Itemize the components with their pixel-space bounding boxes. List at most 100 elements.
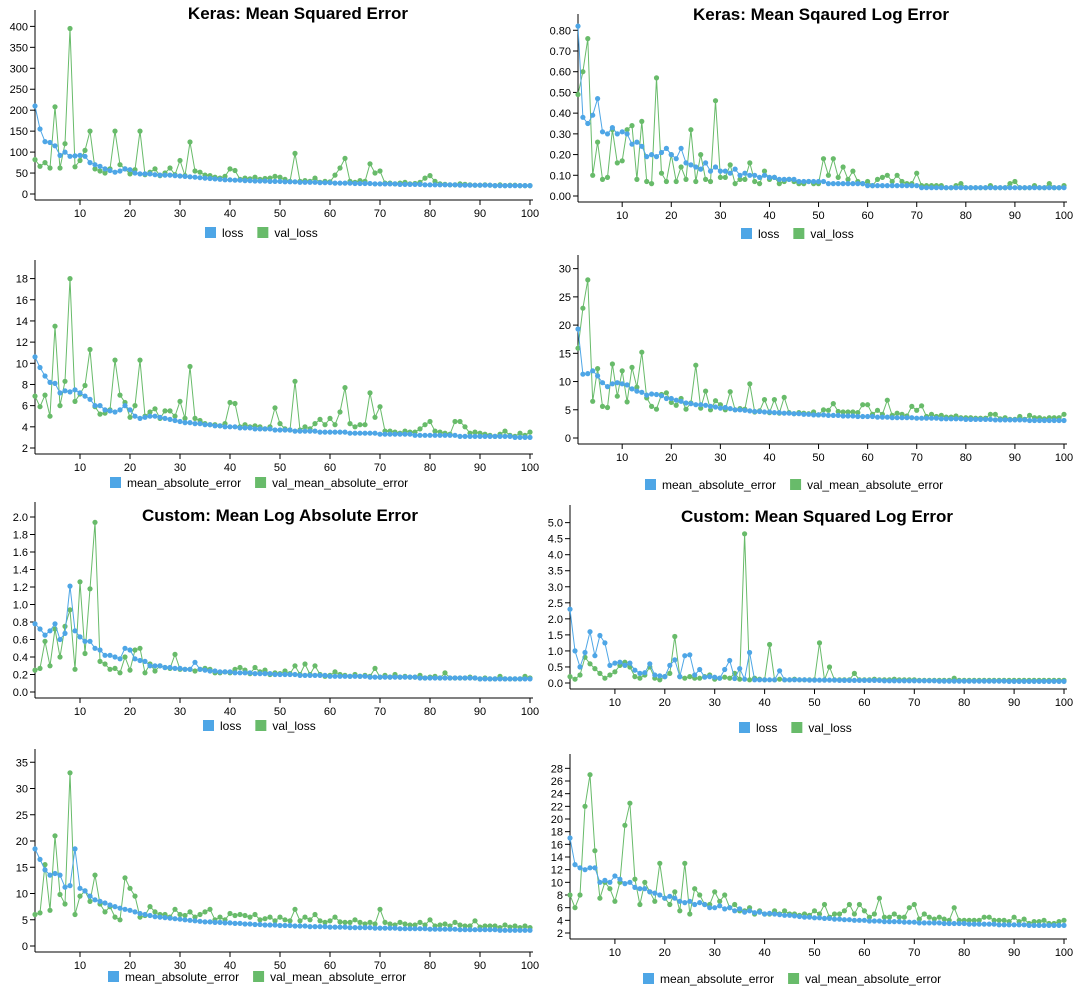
data-point-mean_absolute_error	[437, 926, 443, 932]
data-point-val_mean_absolute_error	[1056, 919, 1062, 925]
data-point-mean_absolute_error	[590, 368, 596, 374]
data-point-mean_absolute_error	[517, 927, 523, 933]
data-point-loss	[377, 181, 383, 187]
data-point-loss	[67, 583, 73, 589]
data-point-mean_absolute_error	[102, 407, 108, 413]
data-point-loss	[142, 658, 148, 665]
data-point-loss	[427, 182, 433, 188]
data-point-val_mean_absolute_error	[467, 923, 473, 929]
data-point-val_loss	[629, 123, 635, 129]
data-point-mean_absolute_error	[906, 919, 912, 925]
data-point-loss	[252, 178, 258, 184]
data-point-val_mean_absolute_error	[931, 916, 937, 922]
data-point-mean_absolute_error	[282, 922, 288, 929]
data-point-val_mean_absolute_error	[437, 922, 443, 928]
x-tick-label: 30	[174, 706, 186, 718]
data-point-loss	[599, 129, 606, 135]
data-point-loss	[442, 675, 448, 681]
x-tick-label: 40	[224, 960, 236, 972]
data-point-mean_absolute_error	[297, 428, 303, 434]
data-point-mean_absolute_error	[362, 925, 368, 931]
data-point-val_mean_absolute_error	[987, 411, 994, 417]
data-point-val_mean_absolute_error	[653, 406, 660, 412]
legend-swatch	[643, 973, 654, 984]
legend-label: val_mean_absolute_error	[272, 476, 408, 490]
data-point-val_mean_absolute_error	[667, 901, 673, 908]
data-point-loss	[432, 182, 438, 188]
data-point-loss	[1011, 678, 1017, 685]
data-point-mean_absolute_error	[392, 925, 398, 931]
data-point-mean_absolute_error	[727, 406, 733, 412]
data-point-loss	[417, 181, 423, 187]
data-point-mean_absolute_error	[831, 916, 838, 922]
data-point-mean_absolute_error	[52, 380, 58, 386]
x-tick-label: 60	[862, 210, 874, 222]
data-point-val_mean_absolute_error	[820, 407, 827, 413]
data-point-mean_absolute_error	[412, 926, 418, 932]
x-tick-label: 10	[74, 462, 86, 474]
y-tick-label: 1.0	[13, 600, 28, 612]
data-point-val_mean_absolute_error	[42, 392, 48, 398]
data-point-val_loss	[67, 25, 73, 32]
data-point-mean_absolute_error	[879, 414, 886, 420]
data-point-mean_absolute_error	[943, 416, 949, 422]
x-tick-label: 100	[1055, 697, 1073, 709]
data-point-val_mean_absolute_error	[37, 910, 43, 916]
data-point-loss	[682, 653, 688, 659]
data-point-loss	[976, 678, 982, 684]
x-tick-label: 100	[1055, 947, 1073, 959]
y-tick-label: 250	[10, 84, 28, 96]
data-point-mean_absolute_error	[821, 915, 828, 922]
data-point-mean_absolute_error	[107, 902, 113, 908]
x-tick-label: 60	[324, 706, 336, 718]
data-point-val_mean_absolute_error	[97, 411, 103, 417]
data-point-mean_absolute_error	[72, 846, 78, 852]
data-point-loss	[312, 179, 318, 185]
x-tick-label: 50	[812, 210, 824, 222]
legend-label: mean_absolute_error	[127, 476, 241, 490]
data-point-val_loss	[567, 674, 573, 680]
data-point-val_mean_absolute_error	[712, 889, 718, 895]
data-point-val_mean_absolute_error	[886, 914, 893, 920]
data-point-val_loss	[192, 668, 198, 674]
series-line-val_mean_absolute_error	[577, 279, 1065, 421]
data-point-mean_absolute_error	[622, 881, 628, 887]
data-point-mean_absolute_error	[936, 920, 942, 926]
data-point-val_loss	[840, 164, 846, 170]
data-point-mean_absolute_error	[382, 431, 388, 437]
data-point-val_mean_absolute_error	[909, 403, 915, 409]
data-point-mean_absolute_error	[207, 919, 213, 925]
data-point-mean_absolute_error	[37, 856, 43, 863]
data-point-val_loss	[732, 181, 738, 187]
data-point-val_mean_absolute_error	[227, 399, 233, 406]
data-point-loss	[347, 180, 353, 186]
x-tick-label: 50	[274, 960, 286, 972]
data-point-loss	[677, 674, 683, 680]
data-point-val_mean_absolute_error	[382, 919, 388, 926]
data-point-mean_absolute_error	[672, 895, 678, 901]
data-point-loss	[926, 678, 932, 684]
data-point-loss	[921, 678, 927, 684]
data-point-loss	[62, 149, 68, 155]
legend-label: val_loss	[272, 719, 315, 733]
data-point-loss	[467, 675, 473, 681]
x-tick-label: 70	[374, 706, 386, 718]
y-tick-label: 0.80	[550, 25, 571, 37]
y-tick-label: 0.6	[13, 635, 28, 647]
data-point-val_loss	[132, 647, 138, 653]
data-point-val_mean_absolute_error	[172, 906, 178, 912]
y-tick-label: 2.5	[548, 598, 563, 610]
data-point-mean_absolute_error	[953, 416, 959, 422]
data-point-mean_absolute_error	[961, 920, 967, 927]
data-point-val_loss	[377, 168, 383, 174]
data-point-val_loss	[42, 160, 48, 166]
data-point-mean_absolute_error	[182, 917, 188, 923]
data-point-loss	[117, 656, 123, 662]
series-line-mean_absolute_error	[34, 356, 530, 438]
data-point-loss	[262, 178, 268, 184]
data-point-loss	[442, 182, 448, 188]
data-point-val_loss	[737, 676, 743, 682]
data-point-loss	[527, 676, 533, 682]
data-point-val_loss	[177, 157, 183, 164]
y-tick-label: 0.40	[550, 108, 571, 120]
